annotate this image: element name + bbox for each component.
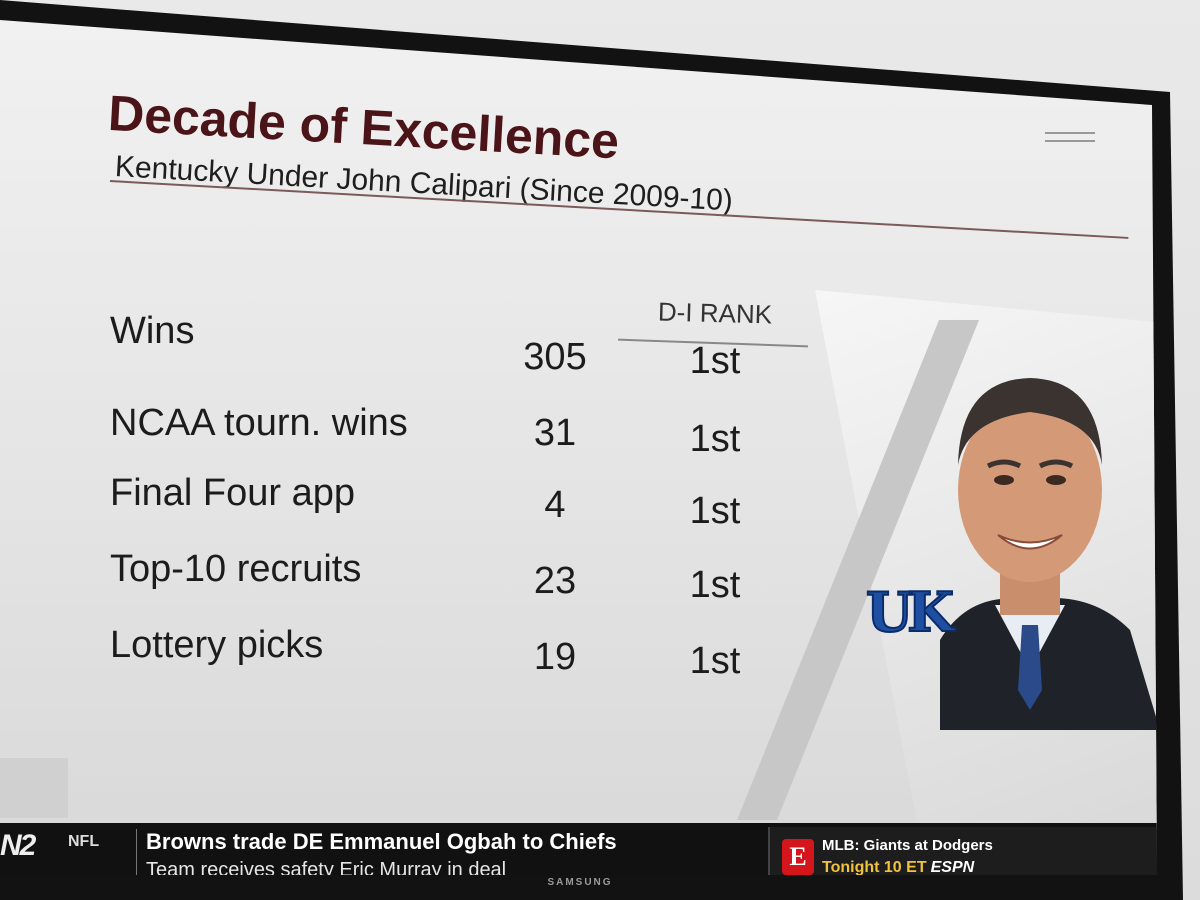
stat-row-wins: Wins 305 1st — [0, 310, 820, 382]
stat-rank: 1st — [689, 640, 741, 682]
stat-rank: 1st — [689, 490, 741, 532]
stat-rank: 1st — [689, 418, 741, 460]
ticker-league: NFL — [68, 833, 100, 850]
stat-rank: 1st — [689, 564, 741, 606]
ticker-subline: Team receives safety Eric Murray in deal — [146, 859, 507, 875]
tv-brand: SAMSUNG — [547, 877, 613, 888]
promo-title: MLB: Giants at Dodgers — [822, 837, 993, 854]
graphic-subtitle: Kentucky Under John Calipari (Since 2009… — [114, 150, 734, 218]
stat-row-ncaa-wins: NCAA tourn. wins 31 1st — [0, 402, 820, 462]
stat-label: Top-10 recruits — [110, 548, 362, 590]
bottom-ticker: N2 NFL Browns trade DE Emmanuel Ogbah to… — [0, 823, 1157, 875]
stat-row-final-four: Final Four app 4 1st — [0, 472, 820, 532]
promo-time-row: Tonight 10 ET ESPN — [822, 859, 974, 875]
stat-row-lottery-picks: Lottery picks 19 1st — [0, 624, 820, 684]
espn-e-icon: E — [782, 839, 814, 875]
stat-value: 19 — [533, 636, 577, 678]
uk-logo: UK — [865, 579, 955, 645]
coach-portrait — [940, 378, 1157, 730]
tv-screen: Decade of Excellence Kentucky Under John… — [0, 20, 1157, 875]
stat-label: Final Four app — [110, 472, 356, 514]
stat-row-recruits: Top-10 recruits 23 1st — [0, 548, 820, 608]
stat-value: 31 — [533, 412, 577, 454]
stat-value: 305 — [523, 336, 587, 378]
ticker-headline: Browns trade DE Emmanuel Ogbah to Chiefs — [146, 829, 617, 854]
promo-network: ESPN — [930, 859, 975, 875]
stat-rank: 1st — [689, 340, 741, 382]
ticker-divider — [136, 829, 137, 875]
menu-lines-icon — [1045, 132, 1095, 158]
partial-panel — [0, 758, 68, 818]
stat-label: Wins — [110, 310, 195, 352]
stat-value: 4 — [544, 484, 566, 526]
promo-time: Tonight 10 ET — [822, 859, 927, 875]
promo-box: E MLB: Giants at Dodgers Tonight 10 ET ES… — [768, 827, 1157, 875]
network-logo: N2 — [0, 829, 36, 862]
stat-value: 23 — [533, 560, 577, 602]
stat-label: NCAA tourn. wins — [110, 402, 408, 444]
stat-label: Lottery picks — [110, 624, 324, 666]
